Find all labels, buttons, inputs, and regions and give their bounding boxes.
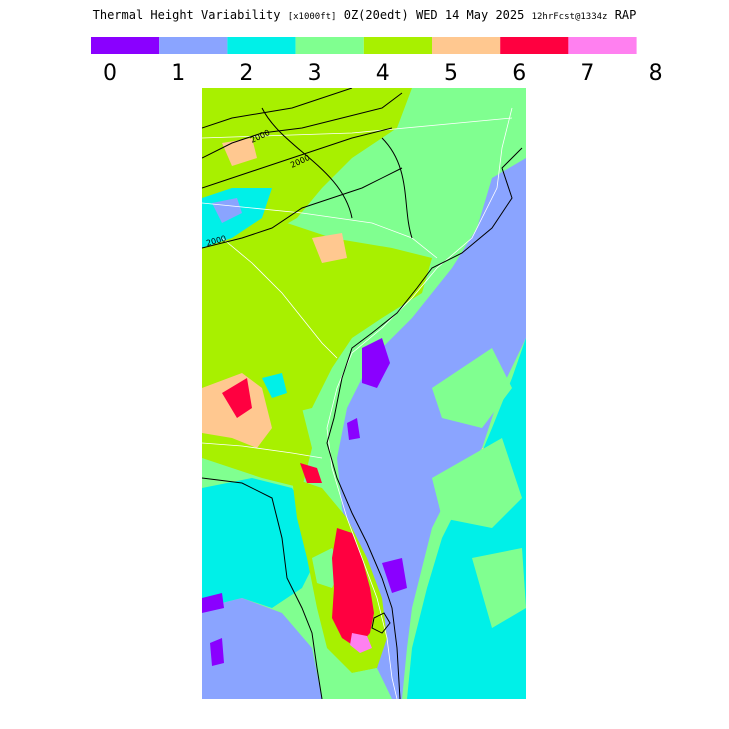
contour-line-0-gulf	[202, 477, 323, 699]
state-boundary-ga-sc	[221, 237, 338, 359]
state-boundary-nc-sc	[202, 202, 438, 259]
field-nw-level-5-a	[222, 138, 257, 166]
contour-loop-fl	[371, 612, 391, 634]
field-gulf-level-0-b	[210, 638, 224, 666]
field-fl-south-level-3	[352, 668, 392, 699]
field-fl-level-7	[350, 633, 372, 653]
thermal-variability-map: 2000 2000 2000	[202, 88, 526, 699]
map-title: Thermal Height Variability [x1000ft] 0Z(…	[0, 8, 729, 22]
legend-tick-5: 5	[444, 61, 458, 86]
legend-tick-4: 4	[376, 61, 390, 86]
color-legend: 0 1 2 3 4 5 6 7 8	[91, 37, 663, 86]
title-model: RAP	[614, 8, 637, 22]
field-piedmont-level-4	[202, 218, 432, 418]
legend-swatch-1	[159, 37, 228, 54]
legend-swatch-4	[363, 37, 432, 54]
legend-tick-8: 8	[649, 61, 663, 86]
field-nw-level-5-b	[312, 233, 347, 263]
contour-line-2000-a	[202, 88, 353, 129]
field-gulf-level-0-a	[202, 593, 224, 613]
field-fl-level-6	[332, 528, 374, 648]
coastline	[326, 107, 513, 699]
field-nfl-level-2	[202, 478, 317, 608]
title-time: 0Z(20edt)	[343, 8, 409, 22]
legend-swatch-0	[91, 37, 160, 54]
contour-line-2000-e	[261, 107, 353, 219]
state-boundary-ga-fl	[202, 442, 323, 459]
contour-line-2000-f	[381, 137, 413, 239]
legend-swatch-6	[500, 37, 569, 54]
legend-tick-2: 2	[239, 61, 253, 86]
field-nw-level-1	[212, 198, 242, 223]
legend-tick-6: 6	[512, 61, 526, 86]
legend-tick-7: 7	[580, 61, 594, 86]
legend-swatch-5	[432, 37, 501, 54]
field-gulf-level-1	[202, 598, 322, 699]
title-forecast: 12hrFcst@1334z	[531, 12, 608, 22]
contour-line-2000-c	[202, 127, 393, 189]
field-ocean-level-0-a	[362, 338, 390, 388]
contour-line-2000-d	[202, 167, 403, 249]
title-main: Thermal Height Variability	[92, 8, 281, 22]
legend-swatch-2	[227, 37, 296, 54]
field-ocean-level-3-a	[432, 348, 512, 428]
field-ga-level-2	[262, 373, 287, 398]
legend-swatch-3	[295, 37, 364, 54]
field-ocean-level-0-c	[347, 418, 360, 440]
field-ocean-level-3-b	[432, 438, 522, 528]
title-date: WED 14 May 2025	[415, 8, 525, 22]
contour-line-0-coast	[326, 147, 523, 699]
field-ocean-level-0-b	[382, 558, 407, 593]
legend-tick-3: 3	[308, 61, 322, 86]
contour-line-2000-b	[202, 92, 403, 159]
field-ga-level-6	[222, 378, 252, 418]
legend-swatch-7	[568, 37, 637, 54]
field-ocean-level-3-c	[472, 548, 526, 628]
title-units: [x1000ft]	[287, 12, 337, 22]
legend-tick-0: 0	[103, 61, 117, 86]
legend-tick-1: 1	[171, 61, 185, 86]
field-fl-level-6-b	[300, 463, 322, 483]
